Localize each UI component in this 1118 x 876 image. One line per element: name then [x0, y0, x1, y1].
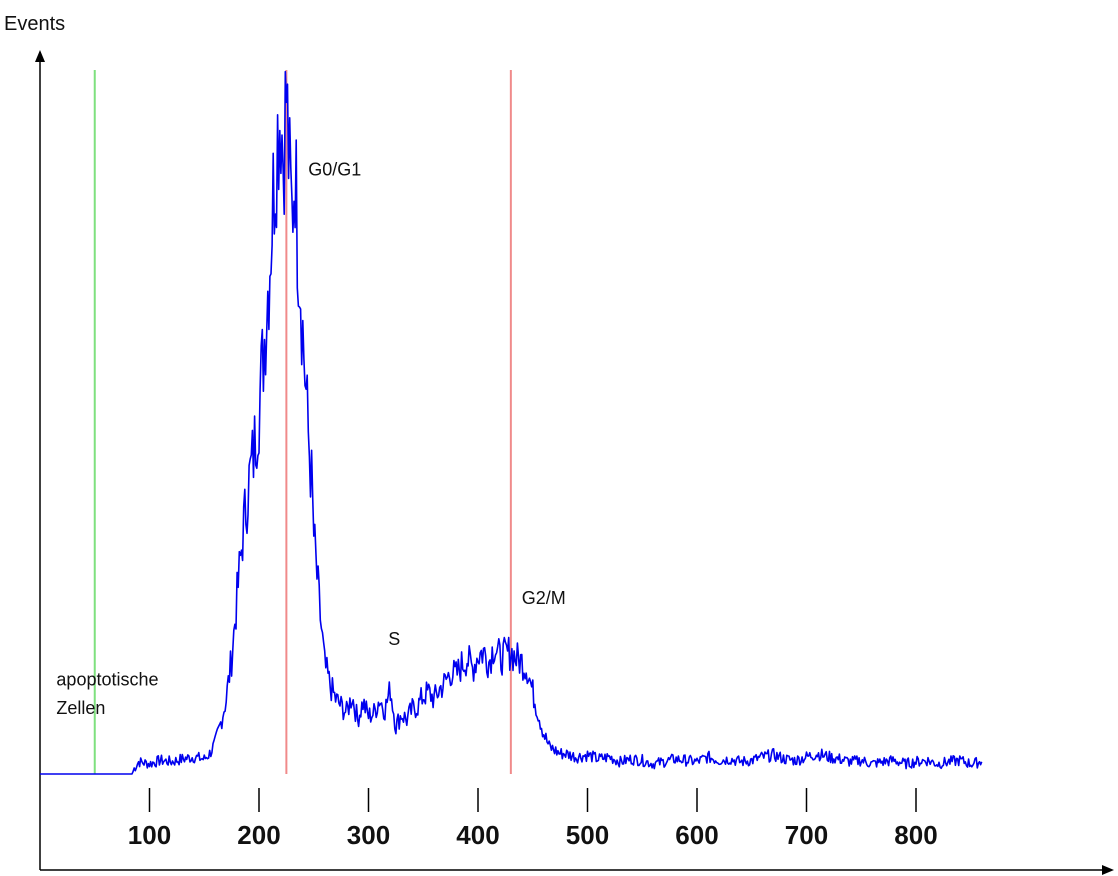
x-tick-label-500: 500 [566, 820, 609, 850]
series-layer [40, 70, 983, 775]
annotation-3: G2/M [522, 588, 566, 608]
annotation-4: apoptotische [56, 670, 158, 690]
gate-markers [93, 70, 512, 774]
axes [35, 50, 1114, 875]
annotations: G0/G1 S G2/M apoptotische Zellen [56, 160, 565, 719]
y-axis-label: Events [4, 13, 65, 35]
x-tick-label-600: 600 [675, 820, 718, 850]
x-axis-arrow [1102, 865, 1114, 875]
x-tick-label-100: 100 [128, 820, 171, 850]
x-ticks: 100 200 300 400 500 600 700 800 [128, 788, 938, 850]
annotation-5: Zellen [56, 698, 105, 718]
x-tick-label-300: 300 [347, 820, 390, 850]
annotation-2: S [388, 629, 400, 649]
y-axis-arrow [35, 50, 45, 62]
annotation-1: G0/G1 [308, 160, 361, 180]
x-tick-label-200: 200 [237, 820, 280, 850]
series-line-1 [40, 70, 983, 775]
x-tick-label-700: 700 [785, 820, 828, 850]
x-tick-label-400: 400 [456, 820, 499, 850]
x-tick-label-800: 800 [894, 820, 937, 850]
